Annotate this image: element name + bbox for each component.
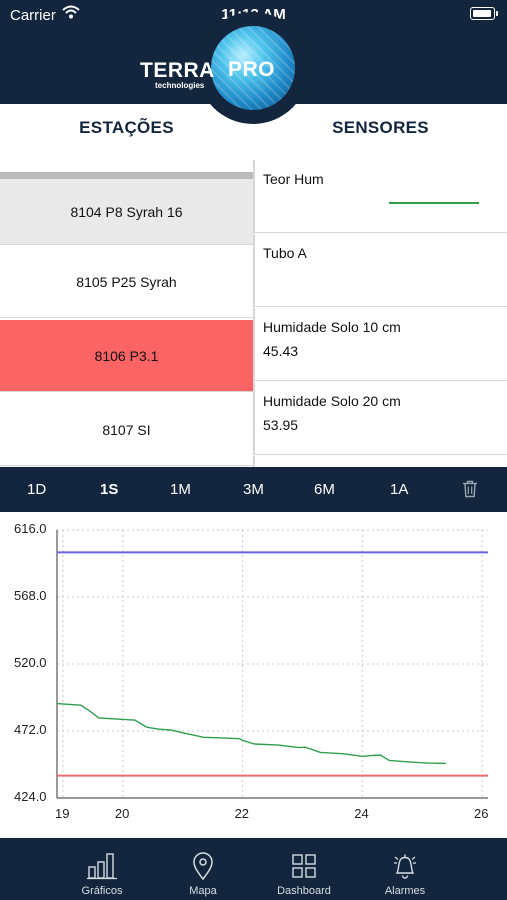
range-6m-button[interactable]: 6M	[314, 481, 335, 498]
bar-chart-icon	[87, 852, 117, 880]
station-item[interactable]: 8105 P25 Syrah	[0, 246, 253, 318]
sensors-list[interactable]: Teor Hum Tubo A Humidade Solo 10 cm 45.4…	[254, 160, 507, 467]
nav-label: Alarmes	[355, 885, 455, 897]
x-tick-label: 19	[55, 806, 69, 821]
range-1a-button[interactable]: 1A	[390, 481, 408, 498]
sensor-item[interactable]: Teor Hum	[254, 160, 507, 233]
station-label: 8107 SI	[102, 422, 150, 438]
bottom-nav: Gráficos Mapa Dashboard	[0, 838, 507, 900]
list-scroll-indicator	[0, 172, 253, 179]
sensor-name: Humidade Solo 10 cm	[263, 319, 401, 335]
sensor-name: Tubo A	[263, 245, 307, 261]
sensor-item-partial[interactable]	[254, 456, 507, 467]
sensor-value: 45.43	[263, 343, 298, 359]
station-item[interactable]: 8104 P8 Syrah 16	[0, 179, 253, 245]
sensor-item[interactable]: Humidade Solo 20 cm 53.95	[254, 382, 507, 455]
tab-stations[interactable]: ESTAÇÕES	[0, 118, 253, 138]
battery-icon	[470, 7, 495, 20]
app-header: Carrier 11:13 AM TERRA PRO technologies	[0, 0, 507, 104]
sensor-name: Humidade Solo 20 cm	[263, 393, 401, 409]
nav-charts[interactable]: Gráficos	[52, 838, 152, 900]
station-item[interactable]: 8107 SI	[0, 394, 253, 466]
bell-icon	[390, 852, 420, 880]
sensor-item[interactable]: Humidade Solo 10 cm 45.43	[254, 308, 507, 381]
station-item-alarm[interactable]: 8106 P3.1	[0, 320, 253, 392]
series-color-swatch	[389, 202, 479, 204]
nav-label: Dashboard	[254, 885, 354, 897]
tab-sensors[interactable]: SENSORES	[254, 118, 507, 138]
sensor-name: Teor Hum	[263, 171, 324, 187]
x-tick-label: 26	[474, 806, 488, 821]
brand-tagline: technologies	[155, 81, 204, 90]
station-label: 8104 P8 Syrah 16	[70, 204, 182, 220]
x-tick-label: 20	[115, 806, 129, 821]
nav-alarms[interactable]: Alarmes	[355, 838, 455, 900]
range-3m-button[interactable]: 3M	[243, 481, 264, 498]
y-tick-label: 616.0	[14, 521, 47, 536]
sensor-item[interactable]: Tubo A	[254, 234, 507, 307]
time-range-bar: 1D 1S 1M 3M 6M 1A	[0, 467, 507, 512]
y-tick-label: 520.0	[14, 655, 47, 670]
x-tick-label: 22	[235, 806, 249, 821]
y-tick-label: 424.0	[14, 789, 47, 804]
range-1s-button[interactable]: 1S	[100, 481, 118, 498]
trash-icon[interactable]	[462, 480, 478, 498]
station-label: 8105 P25 Syrah	[76, 274, 176, 290]
nav-label: Mapa	[153, 885, 253, 897]
range-1m-button[interactable]: 1M	[170, 481, 191, 498]
map-pin-icon	[188, 852, 218, 880]
grid-icon	[289, 852, 319, 880]
y-tick-label: 472.0	[14, 722, 47, 737]
y-tick-label: 568.0	[14, 588, 47, 603]
x-tick-label: 24	[354, 806, 368, 821]
chart-canvas	[0, 512, 507, 838]
nav-label: Gráficos	[52, 885, 152, 897]
series-line	[57, 704, 446, 764]
stations-list[interactable]: 8104 P8 Syrah 16 8105 P25 Syrah 8106 P3.…	[0, 160, 253, 467]
sensor-value: 53.95	[263, 417, 298, 433]
nav-dashboard[interactable]: Dashboard	[254, 838, 354, 900]
brand-name-right: PRO	[228, 58, 275, 82]
nav-map[interactable]: Mapa	[153, 838, 253, 900]
brand-name-left: TERRA	[140, 59, 215, 83]
line-chart[interactable]: 616.0 568.0 520.0 472.0 424.0 19 20 22 24 26	[0, 512, 507, 838]
range-1d-button[interactable]: 1D	[27, 481, 46, 498]
station-label: 8106 P3.1	[95, 348, 159, 364]
